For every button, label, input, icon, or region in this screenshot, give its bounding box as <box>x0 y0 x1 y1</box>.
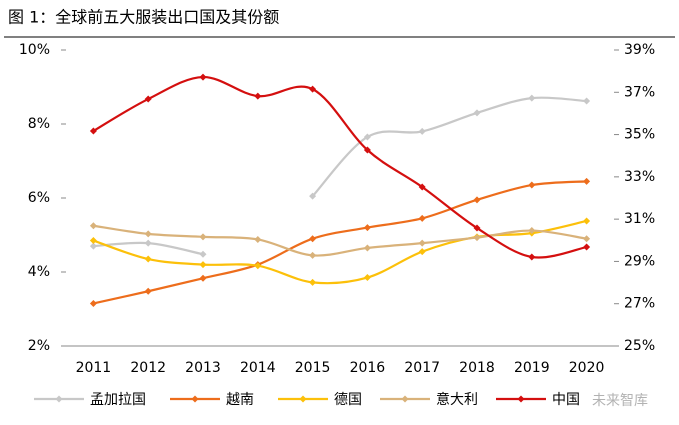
point-marker <box>199 274 207 282</box>
point-marker <box>309 278 317 286</box>
point-marker <box>89 222 97 230</box>
point-marker <box>144 287 152 295</box>
point-marker <box>144 255 152 263</box>
point-marker <box>473 234 481 242</box>
y-tick-label: 6% <box>28 190 50 206</box>
legend-marker <box>55 395 63 403</box>
legend-label: 意大利 <box>436 391 478 408</box>
point-marker <box>583 243 591 251</box>
point-marker <box>363 224 371 232</box>
point-marker <box>254 262 262 270</box>
point-marker <box>583 177 591 185</box>
point-marker <box>363 146 371 154</box>
point-marker <box>144 230 152 238</box>
point-marker <box>583 97 591 105</box>
y2-tick-label: 37% <box>624 84 655 100</box>
legend-marker <box>299 395 307 403</box>
point-marker <box>528 227 536 235</box>
y2-tick-label: 33% <box>624 169 655 185</box>
point-marker <box>473 109 481 117</box>
point-marker <box>144 95 152 103</box>
point-marker <box>418 239 426 247</box>
x-tick-label: 2015 <box>295 360 331 376</box>
point-marker <box>583 235 591 243</box>
point-marker <box>89 242 97 250</box>
point-marker <box>418 248 426 256</box>
point-marker <box>199 233 207 241</box>
point-marker <box>583 217 591 225</box>
y2-tick-label: 29% <box>624 253 655 269</box>
watermark: 未来智库 <box>592 393 648 409</box>
point-marker <box>363 133 371 141</box>
point-marker <box>199 250 207 258</box>
point-marker <box>309 85 317 93</box>
legend-label: 孟加拉国 <box>90 392 146 408</box>
point-marker <box>89 127 97 135</box>
y2-tick-label: 25% <box>624 338 655 354</box>
point-marker <box>528 181 536 189</box>
x-tick-label: 2016 <box>350 360 386 376</box>
legend-marker <box>401 395 409 403</box>
x-tick-label: 2017 <box>404 360 440 376</box>
y2-tick-label: 35% <box>624 127 655 143</box>
point-marker <box>254 92 262 100</box>
legend-label: 德国 <box>334 392 362 408</box>
series-line <box>92 75 587 259</box>
point-marker <box>309 251 317 259</box>
x-tick-label: 2020 <box>569 360 605 376</box>
y-tick-label: 4% <box>28 264 50 280</box>
y-tick-label: 10% <box>19 42 50 58</box>
legend-marker <box>191 395 199 403</box>
y2-tick-label: 31% <box>624 211 655 227</box>
point-marker <box>309 235 317 243</box>
point-marker <box>144 239 152 247</box>
point-marker <box>418 127 426 135</box>
point-marker <box>363 274 371 282</box>
x-tick-label: 2012 <box>130 360 166 376</box>
point-marker <box>418 214 426 222</box>
point-marker <box>309 192 317 200</box>
series-line <box>311 96 587 197</box>
x-tick-label: 2019 <box>514 360 550 376</box>
y-tick-label: 8% <box>28 116 50 132</box>
point-marker <box>363 244 371 252</box>
y2-tick-label: 39% <box>624 42 655 58</box>
x-tick-label: 2013 <box>185 360 221 376</box>
point-marker <box>89 299 97 307</box>
point-marker <box>418 183 426 191</box>
x-tick-label: 2011 <box>76 360 112 376</box>
point-marker <box>199 73 207 81</box>
series-line <box>93 180 587 305</box>
legend-label: 中国 <box>552 392 580 408</box>
point-marker <box>199 261 207 269</box>
series-line <box>93 219 587 285</box>
point-marker <box>528 253 536 261</box>
point-marker <box>473 196 481 204</box>
point-marker <box>254 235 262 243</box>
point-marker <box>473 224 481 232</box>
x-tick-label: 2014 <box>240 360 276 376</box>
chart-title: 图 1：全球前五大服装出口国及其份额 <box>8 8 279 27</box>
point-marker <box>89 237 97 245</box>
legend-marker <box>517 395 525 403</box>
x-tick-label: 2018 <box>459 360 495 376</box>
point-marker <box>528 94 536 102</box>
series-line <box>93 224 587 257</box>
legend-label: 越南 <box>226 392 254 408</box>
y-tick-label: 2% <box>28 338 50 354</box>
y2-tick-label: 27% <box>624 296 655 312</box>
